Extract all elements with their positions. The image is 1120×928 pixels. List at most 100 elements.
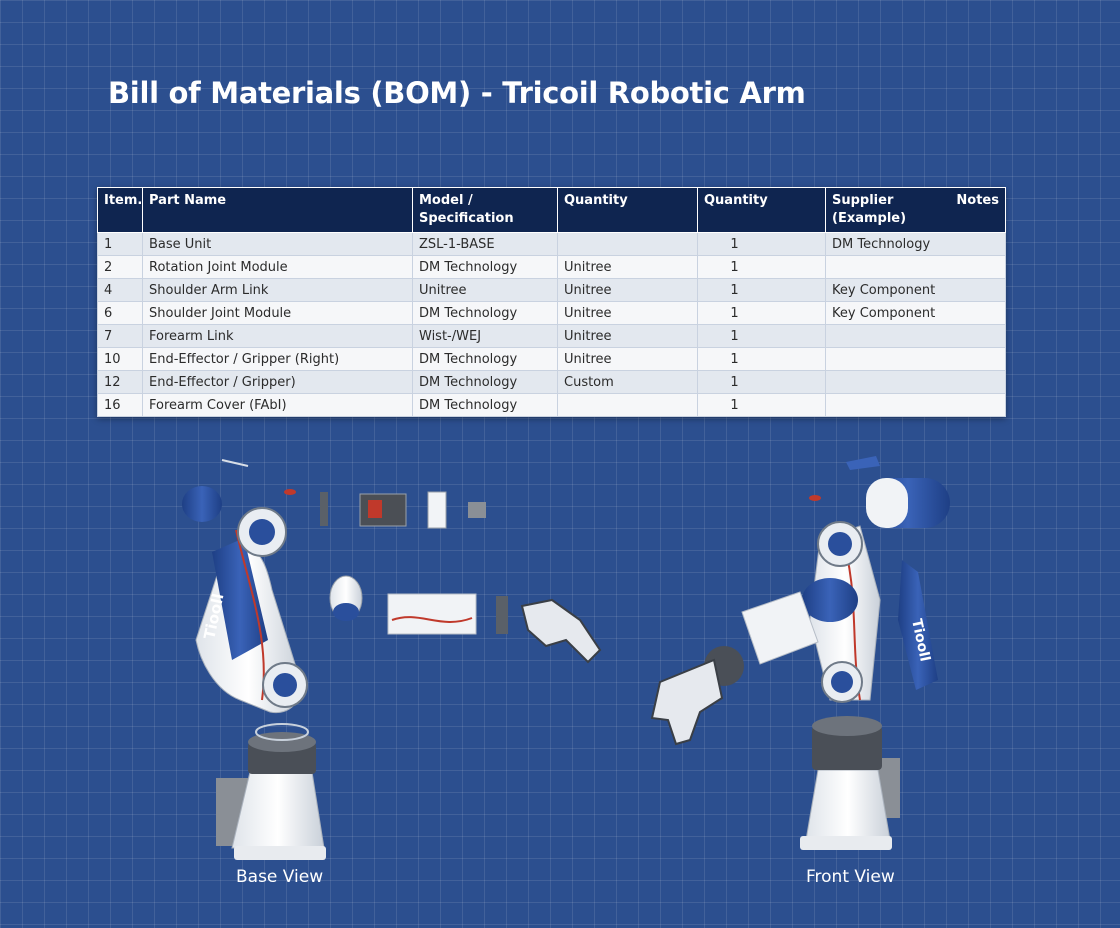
part-gripper (520, 598, 602, 664)
cell-supplier (825, 393, 1006, 417)
cell-item: 1 (97, 232, 143, 256)
cell-part: Base Unit (142, 232, 413, 256)
floating-cap-right (846, 456, 880, 470)
part-forearm-cable (391, 616, 473, 623)
front-base-plate (800, 836, 892, 850)
front-joint-cylinder (802, 578, 858, 622)
base-plate (234, 846, 326, 860)
cell-part: Forearm Link (142, 324, 413, 348)
part-bracket (427, 491, 447, 529)
header-quantity-a: Quantity (557, 187, 698, 233)
cell-qty: 1 (697, 370, 826, 394)
cell-item: 6 (97, 301, 143, 325)
cell-supplier (825, 347, 1006, 371)
cell-item: 2 (97, 255, 143, 279)
part-forearm-tube (387, 593, 477, 635)
base-motor-top (248, 732, 316, 752)
cell-qty: 1 (697, 232, 826, 256)
base-view-assembly: Tiooll (182, 486, 326, 860)
front-motor (812, 726, 882, 770)
exploded-parts (320, 491, 602, 664)
front-blue-cover (898, 560, 938, 690)
page-title: Bill of Materials (BOM) - Tricoil Roboti… (108, 76, 806, 110)
cell-qty: 1 (697, 301, 826, 325)
cell-qty: 1 (697, 278, 826, 302)
front-elbow-hub (831, 671, 853, 693)
cell-model: DM Technology (412, 255, 558, 279)
cell-qty: 1 (697, 324, 826, 348)
cell-col4: Unitree (557, 278, 698, 302)
cell-model: DM Technology (412, 393, 558, 417)
cell-col4: Unitree (557, 347, 698, 371)
cell-supplier: DM Technology (825, 232, 1006, 256)
cell-item: 10 (97, 347, 143, 371)
cell-supplier: Key Component (825, 278, 1006, 302)
header-quantity-b: Quantity (697, 187, 826, 233)
cell-supplier (825, 370, 1006, 394)
cell-qty: 1 (697, 255, 826, 279)
cell-part: Shoulder Arm Link (142, 278, 413, 302)
table-row: 16 Forearm Cover (FAbI) DM Technology 1 (97, 393, 1006, 417)
cell-model: ZSL-1-BASE (412, 232, 558, 256)
header-part-name: Part Name (142, 187, 413, 233)
header-notes: Notes (956, 193, 999, 208)
left-arm-blue-cover (212, 538, 268, 660)
header-supplier-example: (Example) (832, 211, 907, 226)
front-view-caption: Front View (806, 867, 895, 887)
cell-part: End-Effector / Gripper) (142, 370, 413, 394)
header-item: Item. (97, 187, 143, 233)
floating-screw-left (221, 459, 249, 467)
cell-col4: Unitree (557, 324, 698, 348)
part-pin (320, 492, 328, 526)
header-supplier: Supplier (832, 193, 894, 208)
cell-col4: Unitree (557, 255, 698, 279)
front-view-assembly: Tiooll (650, 478, 950, 850)
front-pedestal (805, 769, 891, 841)
table-row: 1 Base Unit ZSL-1-BASE 1 DM Technology (97, 232, 1006, 256)
part-wrist-ring (496, 596, 508, 634)
table-row: 10 End-Effector / Gripper (Right) DM Tec… (97, 347, 1006, 371)
cell-col4: Custom (557, 370, 698, 394)
part-circuit-board (359, 493, 407, 527)
cell-item: 12 (97, 370, 143, 394)
front-forearm-tube (741, 591, 819, 665)
base-view-caption: Base View (236, 867, 324, 887)
cell-col4 (557, 232, 698, 256)
header-model: Model / Specification (412, 187, 558, 233)
cell-part: Shoulder Joint Module (142, 301, 413, 325)
cell-supplier (825, 324, 1006, 348)
header-supplier-notes: Supplier Notes (Example) (825, 187, 1006, 233)
table-row: 2 Rotation Joint Module DM Technology Un… (97, 255, 1006, 279)
bom-table: Item. Part Name Model / Specification Qu… (97, 187, 1006, 417)
cell-part: Forearm Cover (FAbI) (142, 393, 413, 417)
cell-supplier (825, 255, 1006, 279)
part-chip (368, 500, 382, 518)
cell-part: Rotation Joint Module (142, 255, 413, 279)
part-connector (468, 502, 486, 518)
part-cylinder-cap (333, 603, 359, 621)
cell-model: DM Technology (412, 301, 558, 325)
cell-item: 4 (97, 278, 143, 302)
table-header-row: Item. Part Name Model / Specification Qu… (97, 187, 1006, 233)
cell-item: 7 (97, 324, 143, 348)
front-hand-gripper (650, 658, 724, 746)
header-model-line1: Model / (419, 193, 473, 208)
cell-qty: 1 (697, 347, 826, 371)
cell-item: 16 (97, 393, 143, 417)
left-top-cap (182, 486, 222, 522)
table-row: 12 End-Effector / Gripper) DM Technology… (97, 370, 1006, 394)
cell-model: DM Technology (412, 347, 558, 371)
cell-model: Unitree (412, 278, 558, 302)
front-top-cylinder-white (866, 478, 908, 528)
cell-model: Wist-/WEJ (412, 324, 558, 348)
floating-clip-left (284, 489, 296, 495)
front-shoulder-hub (828, 532, 852, 556)
left-elbow-hub (273, 673, 297, 697)
robot-arm-illustration: Tiooll Tiooll (182, 456, 950, 860)
cell-part: End-Effector / Gripper (Right) (142, 347, 413, 371)
cell-qty: 1 (697, 393, 826, 417)
cell-supplier: Key Component (825, 301, 1006, 325)
floating-clip-right (809, 495, 821, 501)
cell-col4 (557, 393, 698, 417)
table-row: 7 Forearm Link Wist-/WEJ Unitree 1 (97, 324, 1006, 348)
